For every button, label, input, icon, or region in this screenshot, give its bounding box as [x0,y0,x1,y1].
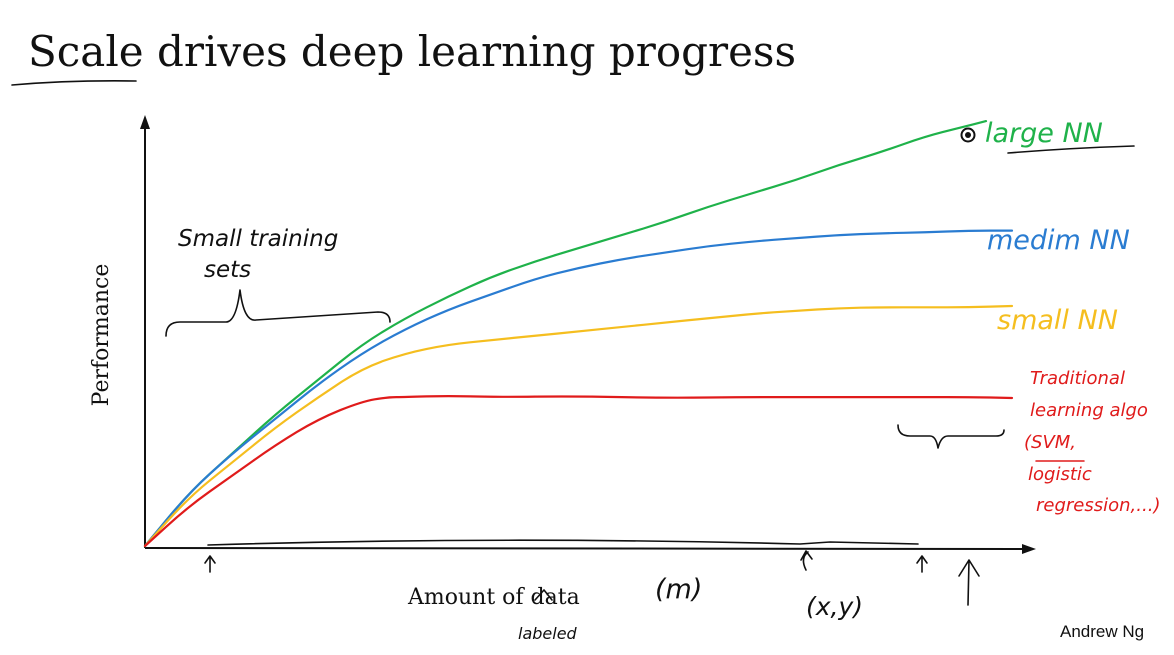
label-m: (m) [655,574,702,605]
label-labeled: labeled [518,624,578,643]
series-line-2 [143,229,1014,548]
small-sets-line-1: Small training [178,226,338,252]
label-xy: (x,y) [806,592,863,621]
large-nn-underline-icon [1007,145,1135,154]
slide-title: Scale drives deep learning progress [28,27,796,76]
tick-arrow-icon-1 [204,555,216,573]
large-data-brace-icon [897,424,1005,449]
caret-icon [534,589,553,601]
x-axis-arrow-icon [1022,544,1036,554]
title-underlined-word: Scale [28,27,144,76]
curve-labels: large NN medim NN small NN Traditional l… [985,118,1160,516]
y-axis-title: Performance [89,264,114,407]
tick-arrow-icon-4 [958,559,980,606]
tick-arrow-icon-3 [916,555,928,573]
small-sets-brace-icon [165,289,391,337]
y-axis-arrow-icon [140,115,150,129]
author-credit: Andrew Ng [1060,622,1144,641]
axes [140,115,1036,554]
axis-scribble-icon [207,539,919,546]
label-traditional: Traditional learning algo (SVM, logistic… [1024,368,1160,516]
series-line-1 [143,120,988,548]
label-large-nn: large NN [985,118,1103,149]
series-line-4 [143,395,1014,548]
label-medium-nn: medim NN [987,225,1130,256]
large-nn-endpoint-icon [960,127,976,143]
title-rest: drives deep learning progress [144,27,796,76]
series-line-3 [143,304,1014,548]
svg-text:Small training sets: Small training sets [178,226,346,283]
data-axis-marks [204,539,980,606]
label-small-nn: small NN [997,305,1118,336]
title-underline-icon [11,80,137,86]
tick-arrow-icon-2 [800,550,813,571]
small-sets-line-2: sets [204,257,251,283]
x-axis-line [144,547,1026,550]
series-layer [143,120,1014,548]
x-axis-title: Amount of data [407,585,580,610]
small-training-sets-annotation: Small training sets [165,226,391,337]
